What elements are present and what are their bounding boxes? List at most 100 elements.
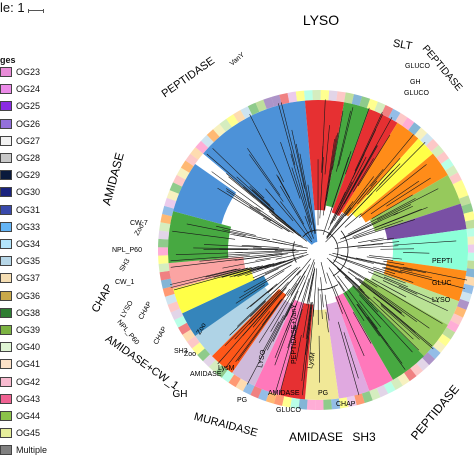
legend-label: OG34 xyxy=(16,239,41,249)
ring-segment xyxy=(240,106,253,119)
ring-segment xyxy=(461,203,474,214)
branch xyxy=(246,283,278,310)
ring-segment xyxy=(449,172,462,185)
small-domain-label: SH3 xyxy=(119,258,132,273)
legend-item: OG43 xyxy=(0,393,40,405)
branch xyxy=(270,264,310,332)
clade-wedge xyxy=(304,309,339,401)
branch xyxy=(346,168,384,215)
ring-segment xyxy=(160,214,172,224)
branch xyxy=(343,145,378,205)
branch xyxy=(286,296,297,317)
legend-label: OG29 xyxy=(16,170,41,181)
legend-swatch xyxy=(0,153,12,163)
branch xyxy=(357,134,391,187)
ring-segment xyxy=(463,211,474,222)
ring-segment xyxy=(346,395,357,408)
ring-segment xyxy=(200,134,214,148)
label-sh3-bottom: SH3 xyxy=(352,430,376,444)
branch xyxy=(226,190,290,232)
small-domain-label: PEPTI xyxy=(432,258,452,265)
legend-label: OG38 xyxy=(16,307,41,318)
branch xyxy=(324,294,330,321)
ring-segment xyxy=(162,205,174,217)
legend-swatch xyxy=(0,67,12,77)
clade-wedge xyxy=(325,102,370,208)
branch xyxy=(213,267,252,278)
branch xyxy=(253,247,297,250)
legend-item: OG26 xyxy=(0,118,40,130)
ring-segment xyxy=(351,94,363,106)
small-domain-label: VanY xyxy=(229,51,246,67)
branch xyxy=(251,189,275,211)
branch xyxy=(170,267,249,288)
legend-item: OG27 xyxy=(0,135,40,147)
ring-segment xyxy=(336,91,346,103)
ring-segment xyxy=(320,90,330,101)
branch xyxy=(280,201,313,243)
branch-arc xyxy=(302,229,339,264)
branch xyxy=(359,300,382,328)
branch xyxy=(370,321,389,345)
legend-swatch xyxy=(0,290,12,301)
branch xyxy=(338,281,365,321)
branch xyxy=(291,129,305,189)
legend-label: OG40 xyxy=(16,342,41,353)
branch xyxy=(295,334,302,361)
clade-wedge xyxy=(392,229,468,271)
branch xyxy=(337,268,370,300)
small-domain-label: LYSO xyxy=(257,349,267,369)
legend-label: OG37 xyxy=(16,273,41,284)
branch xyxy=(399,269,433,279)
branch xyxy=(324,125,330,175)
legend-label: OG45 xyxy=(16,428,41,439)
legend-label: OG43 xyxy=(16,393,41,404)
ring-segment xyxy=(295,90,305,102)
legend-item: Multiple xyxy=(0,444,47,456)
branch xyxy=(206,153,275,213)
ring-segment xyxy=(185,153,199,167)
small-domain-label: CHAP xyxy=(138,300,154,321)
ring-segment xyxy=(462,283,474,295)
ring-segment xyxy=(416,357,430,371)
clade-wedge xyxy=(304,99,345,211)
ring-segment xyxy=(166,190,179,202)
legend-item: OG36 xyxy=(0,290,40,302)
small-domain-label: CW-7 xyxy=(130,220,148,227)
ring-segment xyxy=(197,348,211,362)
branch xyxy=(328,253,406,284)
ring-segment xyxy=(440,158,454,171)
ring-segment xyxy=(458,195,472,207)
branch xyxy=(241,244,280,248)
legend-item: OG41 xyxy=(0,358,40,370)
ring-segment xyxy=(279,92,290,105)
branch xyxy=(246,315,284,385)
small-domain-label: LysM xyxy=(218,365,235,372)
clade-wedges xyxy=(168,99,468,401)
branch xyxy=(318,335,320,383)
ring-segment xyxy=(465,268,474,278)
ring-segment xyxy=(397,372,410,386)
branch xyxy=(383,266,465,289)
branch xyxy=(334,145,377,222)
branch xyxy=(331,156,367,224)
legend-label: OG33 xyxy=(16,221,41,232)
branch xyxy=(352,153,365,179)
branch xyxy=(301,302,312,382)
branch xyxy=(383,260,405,265)
small-domain-label: LYSO xyxy=(120,299,135,319)
legend-item: OG44 xyxy=(0,410,40,422)
legend-item: OG23 xyxy=(0,66,40,78)
branch xyxy=(374,208,422,228)
branch xyxy=(199,253,277,262)
branch xyxy=(290,153,311,223)
branch xyxy=(205,268,241,278)
branch xyxy=(250,301,266,317)
ring-segment xyxy=(221,369,235,383)
ring-segment xyxy=(247,102,260,116)
branch xyxy=(337,256,414,283)
legend-label: OG41 xyxy=(16,359,41,370)
ring-segment xyxy=(344,92,354,104)
branch xyxy=(263,217,283,230)
branch xyxy=(348,268,368,280)
